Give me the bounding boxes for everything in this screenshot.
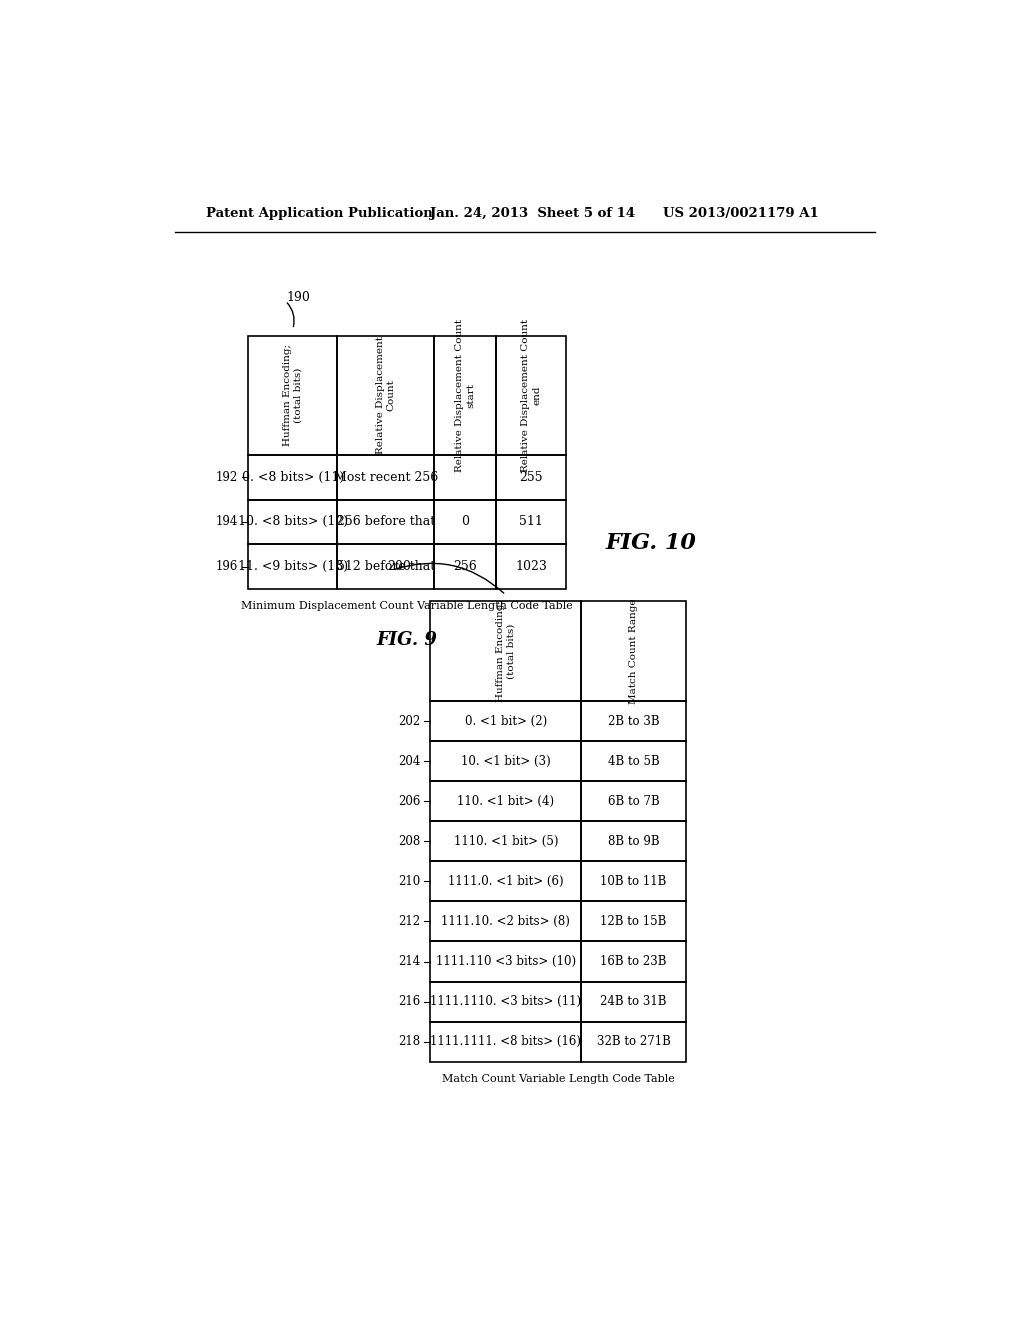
Bar	[337, 544, 434, 589]
Text: 1111.1111. <8 bits> (16): 1111.1111. <8 bits> (16)	[430, 1035, 582, 1048]
Text: 196: 196	[216, 560, 238, 573]
Text: 255: 255	[519, 471, 543, 483]
Text: 0. <1 bit> (2): 0. <1 bit> (2)	[465, 714, 547, 727]
Text: US 2013/0021179 A1: US 2013/0021179 A1	[663, 207, 818, 220]
Text: 204: 204	[397, 755, 420, 768]
Bar	[496, 544, 566, 589]
Bar	[430, 862, 582, 902]
Text: 214: 214	[398, 954, 420, 968]
Bar	[430, 902, 582, 941]
Bar	[582, 862, 686, 902]
Bar	[496, 335, 566, 455]
Text: Jan. 24, 2013  Sheet 5 of 14: Jan. 24, 2013 Sheet 5 of 14	[430, 207, 635, 220]
Bar	[434, 335, 496, 455]
Text: 11. <9 bits> (13): 11. <9 bits> (13)	[238, 560, 348, 573]
Text: 1023: 1023	[515, 560, 547, 573]
Text: Relative Displacement Count
end: Relative Displacement Count end	[521, 318, 541, 471]
Text: Most recent 256: Most recent 256	[334, 471, 438, 483]
Text: 1111.1110. <3 bits> (11): 1111.1110. <3 bits> (11)	[430, 995, 582, 1008]
Text: 192: 192	[216, 471, 238, 483]
Text: 190: 190	[287, 290, 310, 304]
Bar	[582, 1022, 686, 1061]
Bar	[430, 781, 582, 821]
Bar	[430, 941, 582, 982]
Text: 8B to 9B: 8B to 9B	[608, 834, 659, 847]
Text: 208: 208	[398, 834, 420, 847]
Bar	[434, 499, 496, 544]
Bar	[496, 455, 566, 499]
Bar	[248, 544, 337, 589]
Text: 256: 256	[454, 560, 477, 573]
Bar	[248, 455, 337, 499]
Text: Match Count Range: Match Count Range	[629, 598, 638, 704]
Text: 256 before that: 256 before that	[337, 515, 435, 528]
Bar	[582, 982, 686, 1022]
Text: 4B to 5B: 4B to 5B	[608, 755, 659, 768]
Bar	[430, 742, 582, 781]
Text: 511: 511	[519, 515, 543, 528]
Text: Minimum Displacement Count Variable Length Code Table: Minimum Displacement Count Variable Leng…	[241, 601, 572, 611]
Bar	[430, 821, 582, 862]
Bar	[434, 544, 496, 589]
Text: 1111.110 <3 bits> (10): 1111.110 <3 bits> (10)	[436, 954, 575, 968]
Text: Huffman Encoding;
(total bits): Huffman Encoding; (total bits)	[283, 345, 303, 446]
Text: 32B to 271B: 32B to 271B	[597, 1035, 671, 1048]
Text: 0. <8 bits> (11): 0. <8 bits> (11)	[242, 471, 344, 483]
Text: Patent Application Publication: Patent Application Publication	[206, 207, 432, 220]
Text: 1111.0. <1 bit> (6): 1111.0. <1 bit> (6)	[449, 875, 563, 888]
Text: 16B to 23B: 16B to 23B	[600, 954, 667, 968]
Text: 210: 210	[398, 875, 420, 888]
Bar	[248, 499, 337, 544]
Text: Relative Displacement
Count: Relative Displacement Count	[376, 337, 395, 454]
Bar	[430, 1022, 582, 1061]
Bar	[430, 701, 582, 742]
Text: 212: 212	[398, 915, 420, 928]
Text: Huffman Encoding;
(total bits): Huffman Encoding; (total bits)	[496, 601, 516, 702]
Bar	[582, 941, 686, 982]
Text: 12B to 15B: 12B to 15B	[600, 915, 667, 928]
Text: 1111.10. <2 bits> (8): 1111.10. <2 bits> (8)	[441, 915, 570, 928]
Bar	[337, 335, 434, 455]
Text: 6B to 7B: 6B to 7B	[608, 795, 659, 808]
Text: 512 before that: 512 before that	[337, 560, 435, 573]
Text: 10. <1 bit> (3): 10. <1 bit> (3)	[461, 755, 551, 768]
Text: 24B to 31B: 24B to 31B	[600, 995, 667, 1008]
Text: 206: 206	[397, 795, 420, 808]
Text: 110. <1 bit> (4): 110. <1 bit> (4)	[458, 795, 554, 808]
Text: 10B to 11B: 10B to 11B	[600, 875, 667, 888]
Text: 1110. <1 bit> (5): 1110. <1 bit> (5)	[454, 834, 558, 847]
Bar	[434, 455, 496, 499]
Bar	[582, 902, 686, 941]
Text: 200: 200	[388, 560, 412, 573]
Text: 2B to 3B: 2B to 3B	[608, 714, 659, 727]
Bar	[337, 455, 434, 499]
Bar	[582, 701, 686, 742]
Bar	[248, 335, 337, 455]
Text: 10. <8 bits> (12): 10. <8 bits> (12)	[238, 515, 348, 528]
Bar	[430, 601, 582, 701]
Bar	[582, 821, 686, 862]
Text: 202: 202	[398, 714, 420, 727]
Bar	[582, 601, 686, 701]
Text: 0: 0	[461, 515, 469, 528]
Text: Match Count Variable Length Code Table: Match Count Variable Length Code Table	[441, 1074, 675, 1084]
Text: 218: 218	[398, 1035, 420, 1048]
Text: 216: 216	[398, 995, 420, 1008]
Text: FIG. 10: FIG. 10	[605, 532, 696, 554]
Bar	[430, 982, 582, 1022]
Bar	[582, 781, 686, 821]
Text: 194: 194	[216, 515, 238, 528]
Bar	[582, 742, 686, 781]
Bar	[496, 499, 566, 544]
Text: FIG. 9: FIG. 9	[377, 631, 437, 648]
Bar	[337, 499, 434, 544]
Text: Relative Displacement Count
start: Relative Displacement Count start	[455, 318, 475, 471]
